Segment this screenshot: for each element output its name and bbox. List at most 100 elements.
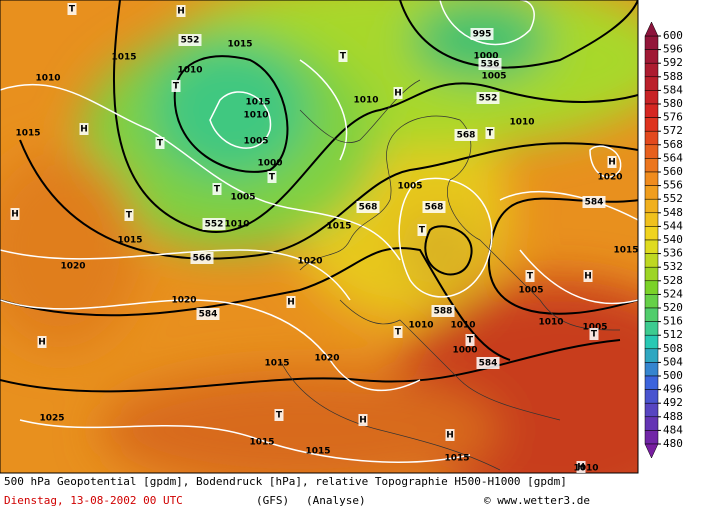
colorbar-label: 512 [663, 328, 683, 341]
map-label: 1015 [264, 359, 289, 369]
footer-date: Dienstag, 13-08-2002 00 UTC [4, 494, 183, 507]
map-label: 1010 [353, 96, 378, 106]
map-label: 584 [585, 198, 604, 208]
colorbar-label: 480 [663, 437, 683, 450]
map-label-background [196, 308, 220, 320]
map-label: 552 [479, 94, 498, 104]
colorbar-label: 544 [663, 219, 683, 232]
colorbar-label: 580 [663, 97, 683, 110]
map-label-background [525, 270, 535, 282]
map-label: 1015 [444, 454, 469, 464]
map-label: 1010 [35, 74, 60, 84]
map-label-background [465, 334, 475, 346]
colorbar-cell [644, 307, 659, 322]
map-label: 1010 [538, 318, 563, 328]
colorbar-cell [644, 348, 659, 363]
map-label: 1015 [249, 438, 274, 448]
map-label-background [470, 28, 494, 40]
colorbar-label: 492 [663, 396, 683, 409]
map-label: T [591, 330, 598, 340]
map-label: H [394, 89, 402, 99]
map-label-background [583, 270, 593, 282]
map-label: 568 [457, 131, 476, 141]
colorbar-label: 528 [663, 274, 683, 287]
map-label: 1005 [518, 286, 543, 296]
map-label-background [431, 305, 455, 317]
map-label: 1010 [243, 111, 268, 121]
colorbar-label: 568 [663, 138, 683, 151]
colorbar-label: 596 [663, 43, 683, 56]
colorbar-label: 600 [663, 29, 683, 42]
colorbar-label: 584 [663, 83, 683, 96]
colorbar-label: 524 [663, 287, 683, 300]
colorbar-cell [644, 35, 659, 50]
map-label: H [287, 298, 295, 308]
map-label: T [157, 139, 164, 149]
map-label-background [67, 3, 77, 15]
map-label: 1005 [397, 182, 422, 192]
map-label-background [37, 336, 47, 348]
colorbar-cell [644, 362, 659, 377]
colorbar-cell [644, 198, 659, 214]
colorbar-label: 508 [663, 342, 683, 355]
map-label: 1020 [297, 257, 322, 267]
map-label: 1015 [305, 447, 330, 457]
map-label: T [487, 129, 494, 139]
colorbar-cell [644, 280, 659, 295]
map-label: 568 [359, 203, 378, 213]
colorbar-cell [644, 144, 659, 159]
map-label: 1005 [582, 323, 607, 333]
map-label: 1015 [326, 222, 351, 232]
colorbar-cell [644, 375, 659, 390]
map-label: 584 [199, 310, 218, 320]
map-label: 566 [193, 254, 212, 264]
colorbar-label: 552 [663, 192, 683, 205]
colorbar-label: 548 [663, 206, 683, 219]
colorbar-cell [644, 62, 659, 78]
map-label: 995 [473, 30, 492, 40]
footer-model: (GFS) [256, 494, 289, 507]
colorbar-cell [644, 266, 659, 282]
map-label-background [274, 409, 284, 421]
colorbar-cell [644, 334, 659, 350]
colorbar-cell [644, 49, 659, 64]
map-label: 1020 [314, 354, 339, 364]
map-label-background [417, 224, 427, 236]
colorbar-cell [644, 171, 659, 186]
colorbar-cell [644, 103, 659, 118]
map-label: T [69, 5, 76, 15]
footer-description: 500 hPa Geopotential [gpdm], Bodendruck … [4, 475, 567, 488]
map-label-background [286, 296, 296, 308]
footer-source: © www.wetter3.de [484, 494, 590, 507]
map-label: T [269, 173, 276, 183]
colorbar-label: 576 [663, 111, 683, 124]
map-label: H [608, 158, 616, 168]
map-label-background [422, 201, 446, 213]
colorbar-cell [644, 389, 659, 404]
map-label: H [446, 431, 454, 441]
map-label: 1015 [613, 246, 638, 256]
footer-background [0, 474, 704, 513]
map-label-background [485, 127, 495, 139]
colorbar-cell [644, 158, 659, 173]
map-label: 1010 [450, 321, 475, 331]
colorbar-label: 504 [663, 355, 683, 368]
map-label-background [267, 171, 277, 183]
map-label: H [577, 463, 585, 473]
colorbar-cell [644, 321, 659, 336]
map-label-background [178, 34, 202, 46]
map-label-background [478, 58, 502, 70]
colorbar-arrow-bottom [644, 443, 659, 459]
map-label: T [467, 336, 474, 346]
map-label-background [393, 326, 403, 338]
colorbar-arrow-top [644, 21, 659, 37]
map-label: 1015 [245, 98, 270, 108]
map-label: 1000 [473, 52, 498, 62]
map-label: H [584, 272, 592, 282]
map-label-background [582, 196, 606, 208]
colorbar-cell [644, 294, 659, 309]
colorbar-label: 588 [663, 70, 683, 83]
map-label: 552 [205, 220, 224, 230]
colorbar-cell [644, 117, 659, 132]
